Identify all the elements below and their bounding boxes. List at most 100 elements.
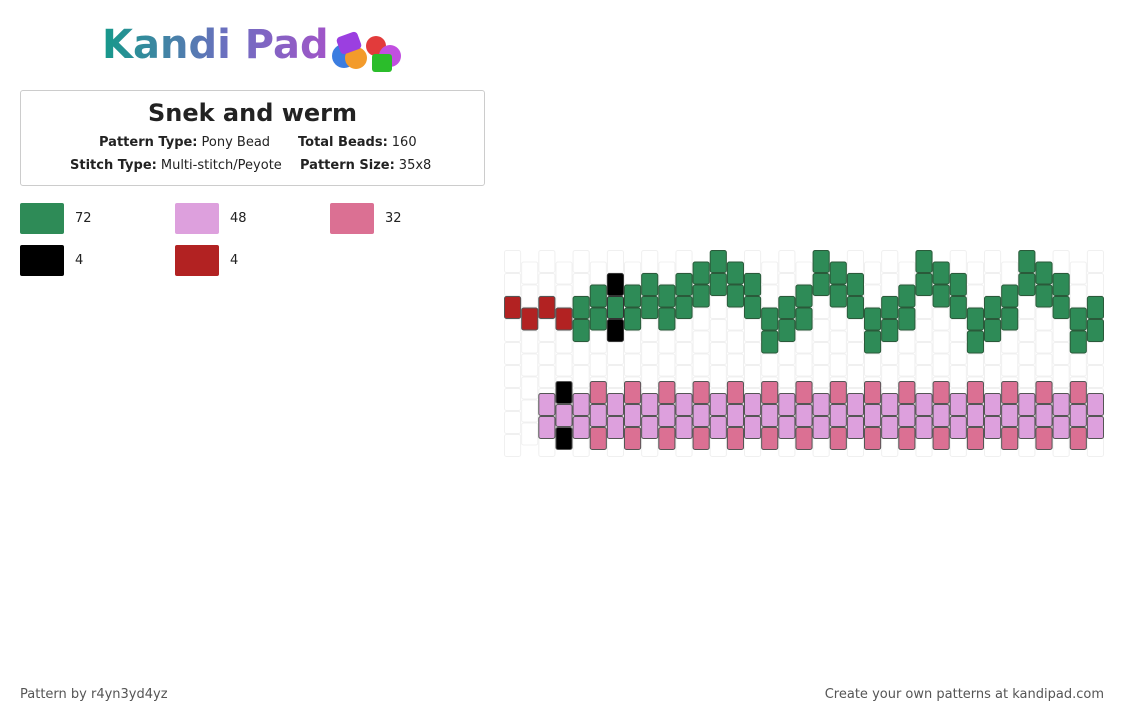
bead (829, 427, 847, 450)
empty-bead (555, 284, 573, 308)
bead (881, 296, 899, 319)
bead (932, 261, 950, 285)
bead (864, 307, 882, 331)
bead (778, 296, 796, 319)
bead (675, 296, 693, 319)
empty-bead (932, 330, 950, 354)
empty-bead (898, 330, 916, 354)
bead (555, 404, 573, 427)
empty-bead (744, 250, 762, 273)
bead (1001, 307, 1019, 331)
bead (658, 427, 676, 450)
empty-bead (846, 319, 865, 342)
empty-bead (949, 319, 967, 342)
empty-bead (1018, 296, 1036, 319)
bead (778, 416, 796, 439)
empty-bead (572, 250, 590, 273)
bead (881, 416, 899, 439)
bead (692, 404, 710, 427)
bead (1018, 416, 1036, 439)
color-swatch (175, 245, 219, 276)
empty-bead (726, 353, 745, 377)
bead (778, 319, 796, 342)
color-swatch (330, 203, 374, 234)
bead (589, 307, 607, 331)
detail-label: Total Beads: (298, 135, 388, 150)
empty-bead (521, 284, 539, 308)
bead (812, 393, 830, 416)
bead (709, 393, 727, 416)
empty-bead (761, 353, 779, 377)
bead (846, 273, 865, 296)
bead (538, 296, 556, 319)
bead (1018, 273, 1036, 296)
empty-bead (504, 388, 522, 411)
bead (589, 381, 607, 404)
empty-bead (881, 342, 899, 365)
empty-bead (589, 261, 607, 285)
bead (572, 393, 590, 416)
empty-bead (829, 330, 847, 354)
empty-bead (504, 273, 522, 296)
bead (898, 381, 916, 404)
empty-bead (1035, 307, 1053, 331)
bead (1035, 381, 1053, 404)
empty-bead (1001, 353, 1019, 377)
empty-bead (504, 434, 522, 457)
bead (949, 416, 967, 439)
empty-bead (829, 307, 847, 331)
bead (984, 393, 1002, 416)
color-count: 4 (230, 253, 239, 268)
empty-bead (521, 399, 539, 423)
detail-label: Pattern Type: (99, 135, 198, 150)
empty-bead (1052, 250, 1070, 273)
empty-bead (812, 365, 830, 388)
bead (555, 427, 573, 450)
bead (966, 427, 985, 450)
bead (898, 284, 916, 308)
empty-bead (709, 319, 727, 342)
empty-bead (658, 261, 676, 285)
bead (984, 416, 1002, 439)
empty-bead (795, 261, 813, 285)
bead (812, 273, 830, 296)
bead (778, 393, 796, 416)
bead (1069, 404, 1087, 427)
logo: Kandi Pad (102, 22, 329, 68)
detail-label: Stitch Type: (70, 158, 157, 173)
bead (829, 284, 847, 308)
empty-bead (778, 273, 796, 296)
empty-bead (898, 261, 916, 285)
empty-bead (761, 261, 779, 285)
bead (538, 416, 556, 439)
bead (1018, 393, 1036, 416)
empty-bead (624, 330, 642, 354)
bead (966, 307, 985, 331)
bead (589, 284, 607, 308)
bead (1069, 427, 1087, 450)
bead (624, 284, 642, 308)
bead (795, 284, 813, 308)
empty-bead (932, 307, 950, 331)
bead (624, 427, 642, 450)
bead (795, 404, 813, 427)
empty-bead (966, 284, 985, 308)
bead (1086, 416, 1104, 439)
empty-bead (915, 365, 933, 388)
empty-bead (795, 353, 813, 377)
bead (812, 250, 830, 273)
pattern-title: Snek and werm (147, 99, 358, 127)
empty-bead (641, 342, 659, 365)
bead-pattern (504, 250, 1104, 457)
bead (795, 381, 813, 404)
bead (521, 307, 539, 331)
bead (761, 427, 779, 450)
empty-bead (504, 411, 522, 434)
empty-bead (1018, 342, 1036, 365)
empty-bead (1086, 250, 1104, 273)
empty-bead (846, 365, 865, 388)
bead (675, 416, 693, 439)
empty-bead (1001, 330, 1019, 354)
bead (881, 393, 899, 416)
color-count: 4 (75, 253, 84, 268)
